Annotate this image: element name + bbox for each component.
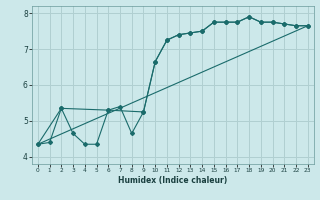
X-axis label: Humidex (Indice chaleur): Humidex (Indice chaleur) [118,176,228,185]
